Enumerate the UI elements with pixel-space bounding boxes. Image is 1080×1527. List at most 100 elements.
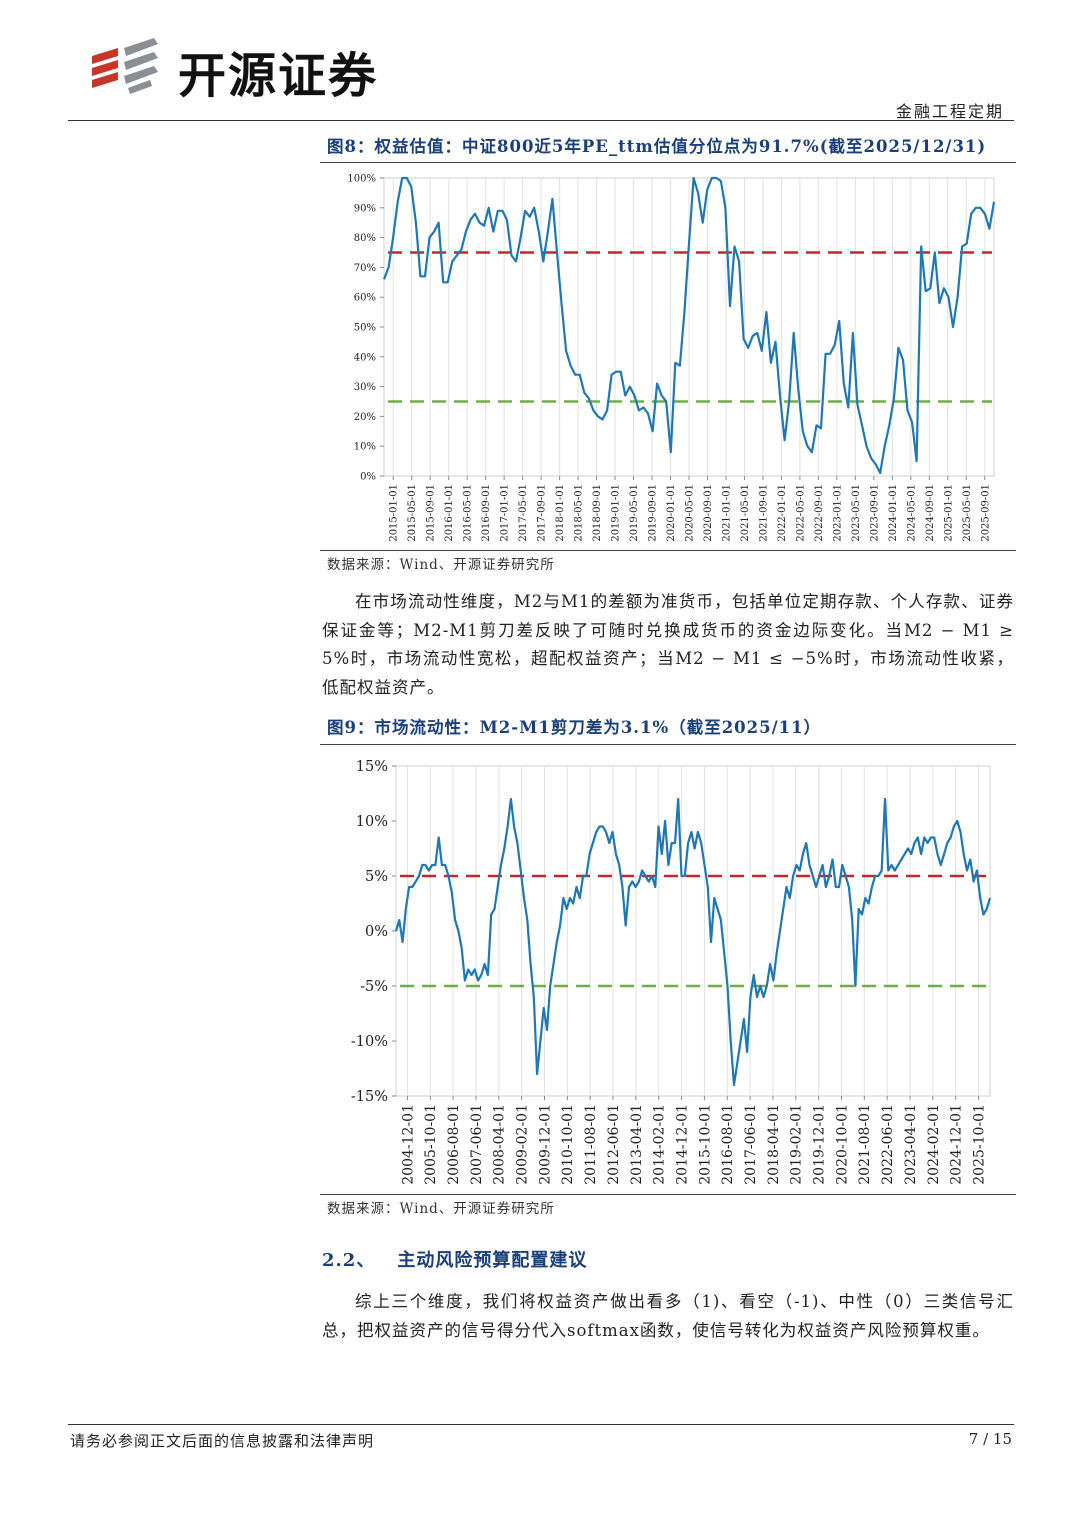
x-tick-label: 2015-05-01 (407, 484, 418, 542)
y-tick-label: 10% (356, 814, 388, 830)
figure8-source: 数据来源：Wind、开源证券研究所 (327, 557, 555, 573)
x-tick-label: 2020-01-01 (666, 484, 677, 542)
x-tick-label: 2021-09-01 (758, 484, 769, 542)
plot-frame (395, 765, 991, 1097)
liquidity-paragraph: 在市场流动性维度，M2与M1的差额为准货币，包括单位定期存款、个人存款、证券保证… (322, 592, 1014, 697)
x-tick-label: 2023-01-01 (832, 484, 843, 542)
figure9-bottom-rule (320, 1194, 1016, 1195)
x-tick-label: 2016-09-01 (481, 484, 492, 542)
x-tick-label: 2006-08-01 (446, 1104, 462, 1185)
x-tick-label: 2019-09-01 (648, 484, 659, 542)
x-tick-label: 2017-01-01 (500, 484, 511, 542)
x-tick-label: 2015-10-01 (697, 1104, 713, 1185)
x-tick-label: 2009-02-01 (515, 1104, 531, 1185)
series-line (382, 176, 996, 475)
x-tick-label: 2018-01-01 (555, 484, 566, 542)
x-tick-label: 2025-01-01 (943, 484, 954, 542)
x-tick-label: 2020-05-01 (685, 484, 696, 542)
figure9-title: 图9：市场流动性：M2-M1剪刀差为3.1%（截至2025/11） (327, 718, 822, 737)
x-tick-label: 2019-12-01 (812, 1104, 828, 1185)
x-tick-label: 2022-09-01 (814, 484, 825, 542)
x-tick-label: 2016-01-01 (444, 484, 455, 542)
y-tick-label: 40% (354, 352, 376, 363)
x-tick-label: 2005-10-01 (423, 1104, 439, 1185)
series-line (394, 797, 992, 1087)
x-tick-label: 2024-09-01 (925, 484, 936, 542)
y-tick-label: 50% (354, 323, 376, 334)
x-tick-label: 2021-01-01 (721, 484, 732, 542)
page-number: 7 / 15 (968, 1430, 1012, 1448)
x-tick-label: 2016-08-01 (720, 1104, 736, 1185)
x-tick-label: 2014-12-01 (674, 1104, 690, 1185)
figure8-title: 图8：权益估值：中证800近5年PE_ttm估值分位点为91.7%(截至2025… (327, 137, 987, 156)
x-tick-label: 2007-06-01 (469, 1104, 485, 1185)
x-tick-label: 2018-05-01 (574, 484, 585, 542)
y-tick-label: 60% (354, 293, 376, 304)
x-tick-label: 2017-05-01 (518, 484, 529, 542)
company-logo-mark (92, 38, 158, 94)
x-tick-label: 2018-04-01 (766, 1104, 782, 1185)
x-tick-label: 2012-06-01 (606, 1104, 622, 1185)
x-tick-label: 2009-12-01 (537, 1104, 553, 1185)
report-type-label: 金融工程定期 (895, 102, 1004, 121)
x-tick-label: 2019-05-01 (629, 484, 640, 542)
x-tick-label: 2014-02-01 (652, 1104, 668, 1185)
y-tick-label: -5% (360, 979, 388, 995)
x-tick-label: 2022-06-01 (880, 1104, 896, 1185)
x-tick-label: 2024-02-01 (926, 1104, 942, 1185)
x-tick-label: 2019-01-01 (611, 484, 622, 542)
x-tick-label: 2020-10-01 (834, 1104, 850, 1185)
x-tick-label: 2021-08-01 (857, 1104, 873, 1185)
x-tick-label: 2025-05-01 (962, 484, 973, 542)
y-tick-label: 100% (347, 174, 376, 185)
y-tick-label: 0% (365, 924, 388, 940)
x-tick-label: 2022-05-01 (795, 484, 806, 542)
x-tick-label: 2004-12-01 (400, 1104, 416, 1185)
x-tick-label: 2024-01-01 (888, 484, 899, 542)
y-tick-label: 80% (354, 233, 376, 244)
footer-disclaimer: 请务必参阅正文后面的信息披露和法律声明 (70, 1432, 375, 1450)
x-tick-label: 2025-10-01 (971, 1104, 987, 1185)
x-tick-label: 2023-05-01 (851, 484, 862, 542)
y-tick-label: 30% (354, 382, 376, 393)
figure8-bottom-rule (320, 550, 1016, 551)
figure9-top-rule (320, 744, 1016, 745)
x-tick-label: 2016-05-01 (463, 484, 474, 542)
x-tick-label: 2011-08-01 (583, 1104, 599, 1185)
section-number: 2.2、 (322, 1250, 376, 1271)
section-heading: 2.2、 主动风险预算配置建议 (322, 1246, 587, 1272)
x-tick-label: 2022-01-01 (777, 484, 788, 542)
signal-paragraph: 综上三个维度，我们将权益资产做出看多（1)、看空（-1)、中性（0）三类信号汇总… (322, 1292, 1014, 1340)
figure9-source: 数据来源：Wind、开源证券研究所 (327, 1201, 555, 1217)
figure8-chart: 2015-01-01 2015-05-01 2015-09-01 2016-01-01… (347, 174, 996, 542)
y-tick-label: 15% (356, 759, 388, 775)
x-tick-label: 2015-09-01 (426, 484, 437, 542)
y-tick-label: -10% (351, 1034, 388, 1050)
y-tick-label: -15% (351, 1089, 388, 1105)
y-tick-label: 90% (354, 203, 376, 214)
figure8-top-rule (320, 162, 1016, 163)
x-tick-label: 2023-04-01 (903, 1104, 919, 1185)
x-tick-label: 2010-10-01 (560, 1104, 576, 1185)
x-tick-label: 2024-12-01 (949, 1104, 965, 1185)
x-tick-label: 2008-04-01 (492, 1104, 508, 1185)
y-tick-label: 20% (354, 412, 376, 423)
y-tick-label: 10% (354, 442, 376, 453)
footer-divider (68, 1424, 1014, 1425)
x-tick-label: 2025-09-01 (980, 484, 991, 542)
y-tick-label: 5% (365, 869, 388, 885)
x-tick-label: 2017-06-01 (743, 1104, 759, 1185)
figure9-chart: 2004-12-01 2005-10-01 2006-08-01 2007-06-01… (351, 759, 992, 1185)
x-tick-label: 2024-05-01 (906, 484, 917, 542)
x-tick-label: 2019-02-01 (789, 1104, 805, 1185)
header-divider (68, 120, 1014, 121)
x-tick-label: 2018-09-01 (592, 484, 603, 542)
x-tick-label: 2013-04-01 (629, 1104, 645, 1185)
company-name: 开源证券 (178, 48, 379, 104)
x-tick-label: 2020-09-01 (703, 484, 714, 542)
x-tick-label: 2017-09-01 (537, 484, 548, 542)
y-tick-label: 0% (360, 472, 376, 483)
x-tick-label: 2023-09-01 (869, 484, 880, 542)
x-tick-label: 2015-01-01 (389, 484, 400, 542)
section-title: 主动风险预算配置建议 (397, 1250, 588, 1271)
